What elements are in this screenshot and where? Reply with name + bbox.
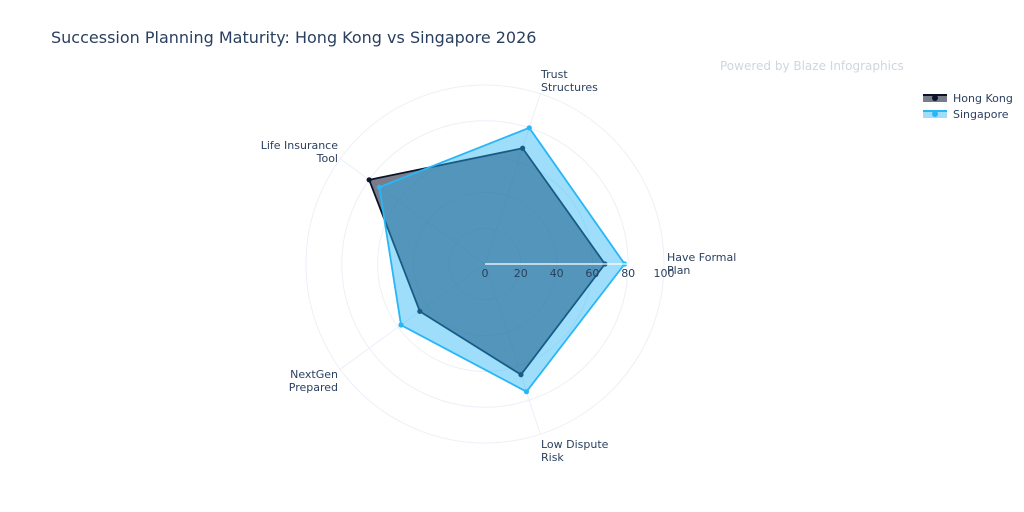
legend-marker-singapore (932, 111, 938, 117)
radar-series (366, 125, 628, 395)
radial-tick-20: 20 (514, 267, 528, 280)
radial-ticks: 0 20 40 60 80 100 (482, 263, 675, 280)
axis-label-low-dispute-risk: Low Dispute Risk (541, 438, 609, 464)
axis-labels: Have Formal Plan Trust Structures Life Insur… (261, 68, 737, 464)
radial-tick-80: 80 (621, 267, 635, 280)
series-area-singapore[interactable] (378, 126, 626, 393)
legend-item-singapore[interactable]: Singapore (923, 108, 1009, 121)
axis-label-life-insurance-tool: Life Insurance Tool (261, 139, 339, 165)
point-hong-kong-low-dispute-risk[interactable] (518, 372, 524, 378)
axis-label-nextgen-prepared: NextGen Prepared (289, 368, 338, 394)
legend-item-hong-kong[interactable]: Hong Kong (923, 92, 1013, 105)
legend-marker-hong-kong (932, 95, 938, 101)
point-singapore-nextgen-prepared[interactable] (398, 322, 404, 328)
radial-tick-40: 40 (550, 267, 564, 280)
legend-label-hong-kong: Hong Kong (953, 92, 1013, 105)
radial-tick-0: 0 (482, 267, 489, 280)
point-singapore-life-insurance-tool[interactable] (376, 184, 382, 190)
radial-tick-60: 60 (585, 267, 599, 280)
radial-tick-100: 100 (654, 267, 675, 280)
legend: Hong Kong Singapore (923, 92, 1013, 121)
point-singapore-trust-structures[interactable] (526, 125, 532, 131)
series-area-hong-kong[interactable] (368, 147, 606, 376)
point-hong-kong-life-insurance-tool[interactable] (366, 177, 372, 183)
legend-label-singapore: Singapore (953, 108, 1009, 121)
watermark-text: Powered by Blaze Infographics (720, 59, 904, 73)
point-hong-kong-nextgen-prepared[interactable] (417, 308, 423, 314)
chart-title: Succession Planning Maturity: Hong Kong … (51, 28, 536, 47)
point-hong-kong-trust-structures[interactable] (520, 145, 526, 151)
axis-label-have-formal-plan: Have Formal Plan (667, 251, 736, 277)
axis-label-trust-structures: Trust Structures (540, 68, 598, 94)
point-singapore-low-dispute-risk[interactable] (523, 389, 530, 395)
